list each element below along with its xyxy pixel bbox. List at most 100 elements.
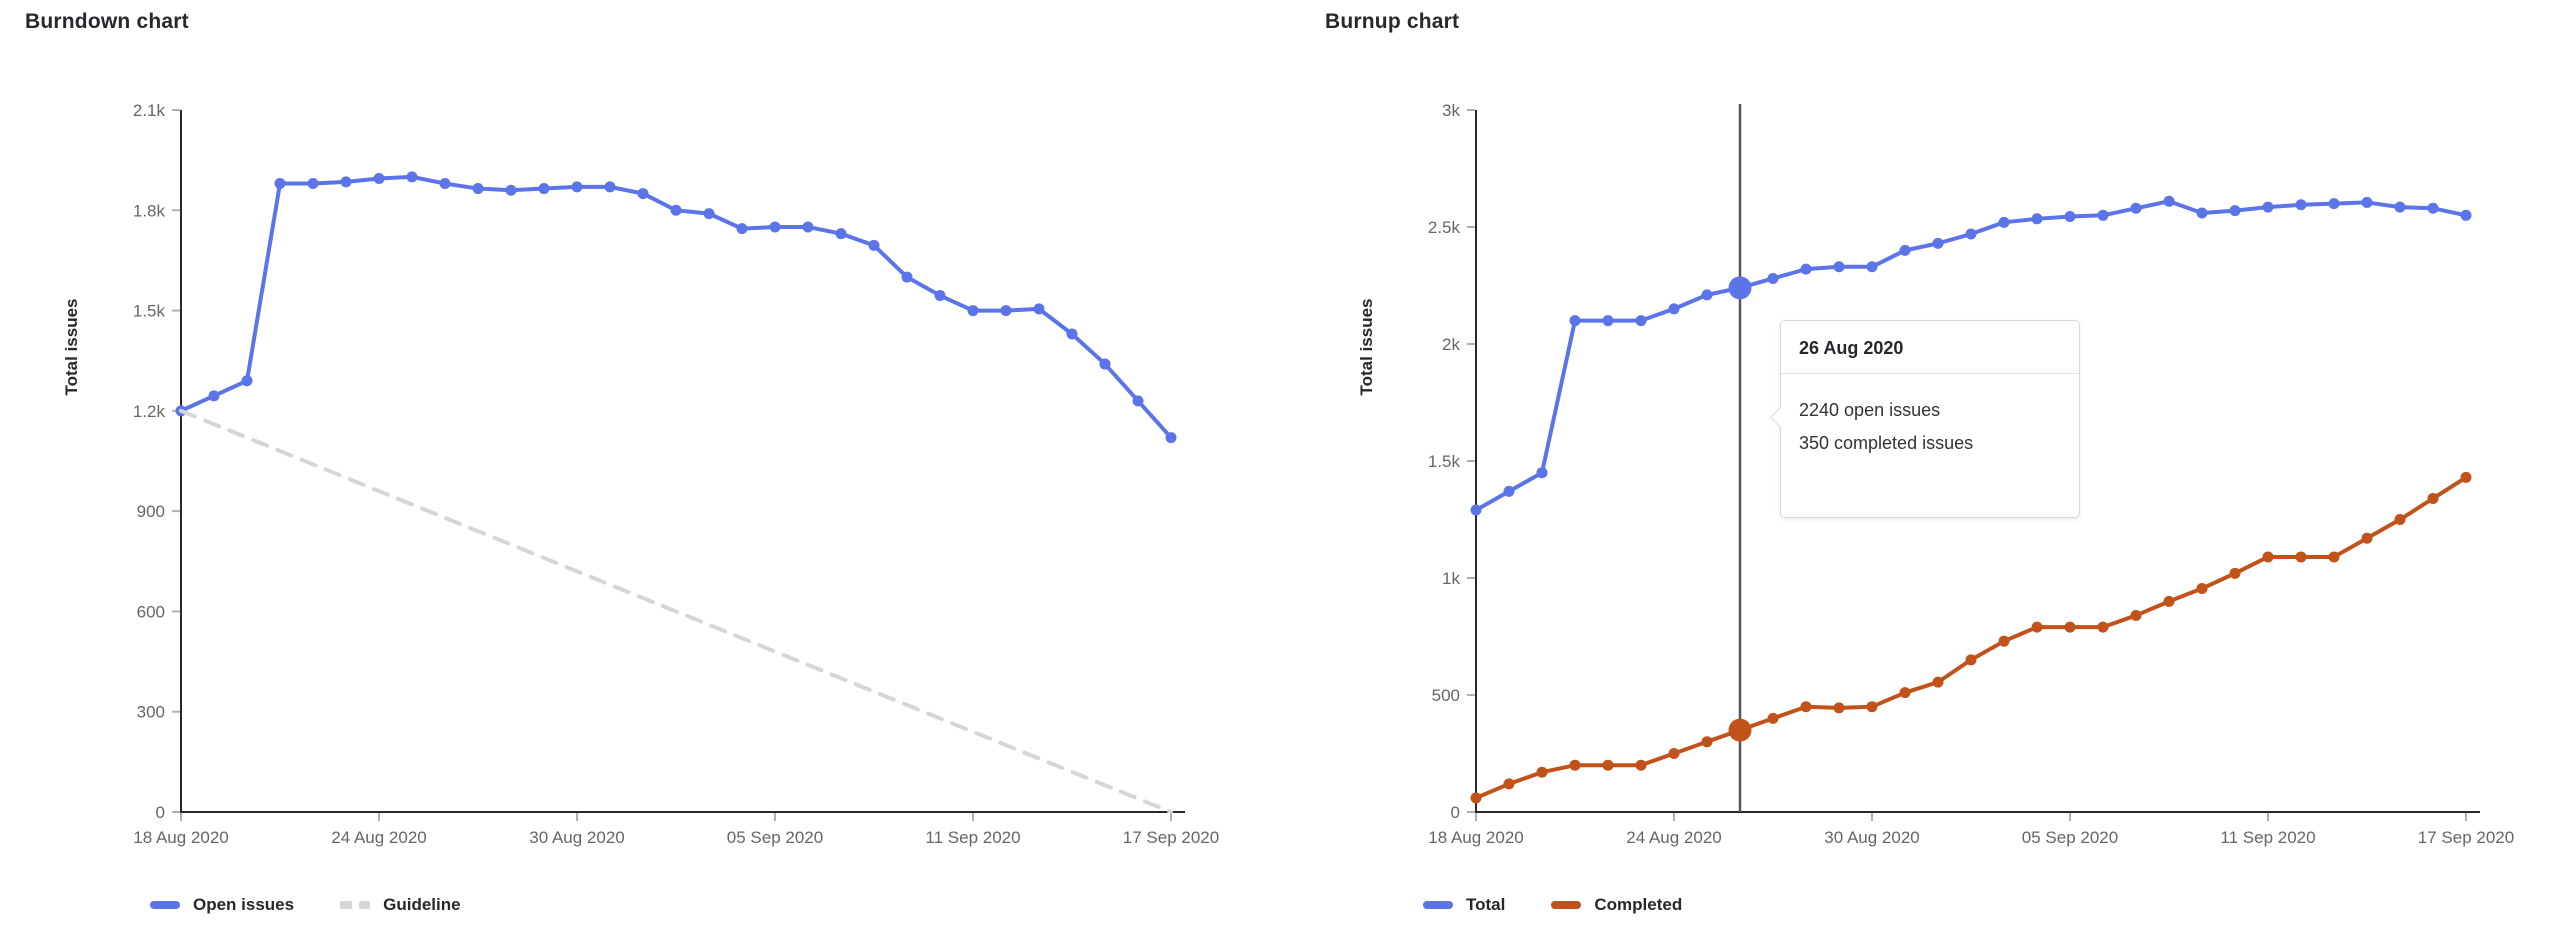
- series-line-completed[interactable]: [1474, 475, 2468, 800]
- data-point[interactable]: [2262, 201, 2274, 213]
- data-point[interactable]: [538, 183, 550, 195]
- data-point[interactable]: [934, 290, 946, 302]
- series-line-guideline[interactable]: [179, 408, 1173, 814]
- data-point[interactable]: [241, 375, 253, 387]
- data-point[interactable]: [1998, 216, 2010, 228]
- data-point[interactable]: [2295, 199, 2307, 211]
- data-point[interactable]: [2328, 198, 2340, 210]
- data-point[interactable]: [2031, 621, 2043, 633]
- data-point[interactable]: [274, 178, 286, 190]
- highlighted-data-point[interactable]: [1728, 718, 1752, 742]
- data-point[interactable]: [2064, 621, 2076, 633]
- data-point[interactable]: [340, 176, 352, 188]
- data-point[interactable]: [967, 305, 979, 317]
- data-point[interactable]: [1668, 748, 1680, 759]
- data-point[interactable]: [2163, 195, 2175, 207]
- data-point[interactable]: [1998, 635, 2010, 647]
- data-point[interactable]: [802, 221, 814, 233]
- data-point[interactable]: [1767, 272, 1779, 284]
- burnup-plot-canvas[interactable]: 3k 2.5k 2k 1.5k 1k 500 0 18 Aug 2020 24 Aug 2020…: [1277, 0, 2554, 952]
- data-point[interactable]: [1668, 303, 1680, 315]
- data-point[interactable]: [2460, 209, 2472, 221]
- data-point[interactable]: [1767, 712, 1779, 724]
- highlighted-data-point[interactable]: [1728, 276, 1752, 300]
- data-point[interactable]: [1635, 759, 1647, 771]
- data-point[interactable]: [1000, 305, 1012, 317]
- data-point[interactable]: [1165, 432, 1177, 444]
- data-point[interactable]: [2295, 551, 2307, 563]
- data-point[interactable]: [1701, 736, 1713, 748]
- data-point[interactable]: [703, 208, 715, 220]
- data-point[interactable]: [1033, 303, 1045, 315]
- data-point[interactable]: [2262, 551, 2274, 563]
- legend-item-guideline[interactable]: Guideline: [340, 895, 461, 915]
- data-point[interactable]: [373, 173, 385, 185]
- data-point[interactable]: [1602, 315, 1614, 327]
- data-point[interactable]: [505, 184, 517, 196]
- data-point[interactable]: [1701, 289, 1713, 301]
- data-point[interactable]: [2229, 205, 2241, 217]
- data-point[interactable]: [2427, 202, 2439, 214]
- legend-item-total[interactable]: Total: [1423, 895, 1505, 915]
- data-point[interactable]: [637, 188, 649, 200]
- data-point[interactable]: [1965, 228, 1977, 240]
- data-point[interactable]: [1536, 766, 1548, 778]
- data-point[interactable]: [406, 171, 418, 183]
- data-point[interactable]: [1132, 395, 1144, 407]
- data-point[interactable]: [2460, 471, 2472, 483]
- data-point[interactable]: [208, 390, 220, 402]
- data-point[interactable]: [472, 183, 484, 195]
- data-point[interactable]: [1503, 778, 1515, 790]
- data-point[interactable]: [1569, 759, 1581, 771]
- data-point[interactable]: [2196, 583, 2208, 595]
- series-line-open-issues[interactable]: [179, 174, 1173, 440]
- data-point[interactable]: [901, 271, 913, 283]
- data-point[interactable]: [2361, 196, 2373, 208]
- data-point[interactable]: [2394, 201, 2406, 213]
- data-point[interactable]: [1833, 702, 1845, 714]
- data-point[interactable]: [1569, 315, 1581, 327]
- data-point[interactable]: [1932, 676, 1944, 688]
- data-point[interactable]: [1536, 467, 1548, 479]
- data-point[interactable]: [2196, 207, 2208, 219]
- data-point[interactable]: [2097, 209, 2109, 221]
- data-point[interactable]: [2064, 210, 2076, 222]
- data-point[interactable]: [1899, 244, 1911, 256]
- data-point[interactable]: [670, 204, 682, 216]
- data-point[interactable]: [1866, 701, 1878, 713]
- data-point[interactable]: [1833, 261, 1845, 273]
- data-point[interactable]: [1965, 654, 1977, 666]
- data-point[interactable]: [1602, 759, 1614, 771]
- data-point[interactable]: [571, 181, 583, 193]
- legend-item-completed[interactable]: Completed: [1551, 895, 1682, 915]
- data-point[interactable]: [1800, 701, 1812, 713]
- data-point[interactable]: [2427, 492, 2439, 504]
- data-point[interactable]: [1635, 315, 1647, 327]
- data-point[interactable]: [1470, 792, 1482, 804]
- burndown-plot-canvas[interactable]: 2.1k 1.8k 1.5k 1.2k 900 600 300 0 18 Aug 2020 24 …: [0, 0, 1277, 952]
- data-point[interactable]: [2328, 551, 2340, 563]
- data-point[interactable]: [1503, 485, 1515, 497]
- data-point[interactable]: [2163, 595, 2175, 607]
- data-point[interactable]: [2394, 514, 2406, 525]
- data-point[interactable]: [604, 181, 616, 193]
- data-point[interactable]: [835, 228, 847, 240]
- data-point[interactable]: [1932, 237, 1944, 249]
- data-point[interactable]: [307, 178, 319, 190]
- data-point[interactable]: [1066, 328, 1078, 340]
- data-point[interactable]: [2130, 609, 2142, 621]
- data-point[interactable]: [2097, 621, 2109, 633]
- data-point[interactable]: [2361, 532, 2373, 544]
- data-point[interactable]: [2229, 567, 2241, 579]
- data-point[interactable]: [868, 239, 880, 251]
- legend-item-open-issues[interactable]: Open issues: [150, 895, 294, 915]
- data-point[interactable]: [439, 178, 451, 190]
- data-point[interactable]: [2031, 213, 2043, 225]
- data-point[interactable]: [1866, 261, 1878, 273]
- data-point[interactable]: [736, 223, 748, 235]
- data-point[interactable]: [1800, 263, 1812, 275]
- data-point[interactable]: [2130, 202, 2142, 214]
- data-point[interactable]: [1099, 358, 1111, 370]
- data-point[interactable]: [1899, 687, 1911, 699]
- data-point[interactable]: [769, 221, 781, 233]
